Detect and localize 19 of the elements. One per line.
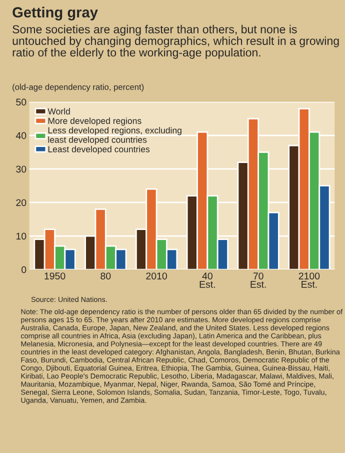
- x-tick-label: 2100 Est.: [298, 272, 320, 288]
- y-tick-label: 20: [16, 199, 26, 206]
- x-tick-label: 1950: [44, 272, 66, 280]
- x-tick-label: 80: [100, 272, 111, 280]
- y-tick-label: 0: [22, 266, 26, 274]
- legend-label: World: [48, 108, 70, 114]
- x-tick-label: 40 Est.: [200, 272, 215, 288]
- y-tick-label: 50: [16, 98, 26, 106]
- chart-subtitle: Some societies are aging faster than others, but none is untouched by changing demographics, which result in a growing ratio of the elderly to the working-age population.: [12, 24, 339, 59]
- y-tick-label: 30: [16, 166, 26, 173]
- chart-title: Getting gray: [12, 6, 98, 20]
- legend-label: Less developed regions, excluding least developed countries: [48, 126, 182, 145]
- y-axis-title: (old-age dependency ratio, percent): [12, 84, 144, 92]
- y-tick-label: 40: [16, 132, 26, 140]
- x-tick-label: 70 Est.: [250, 272, 266, 288]
- x-tick-label: 2010: [146, 272, 167, 280]
- legend-label: Least developed countries: [48, 146, 150, 154]
- y-tick-label: 10: [16, 232, 26, 240]
- legend-label: More developed regions: [48, 118, 142, 126]
